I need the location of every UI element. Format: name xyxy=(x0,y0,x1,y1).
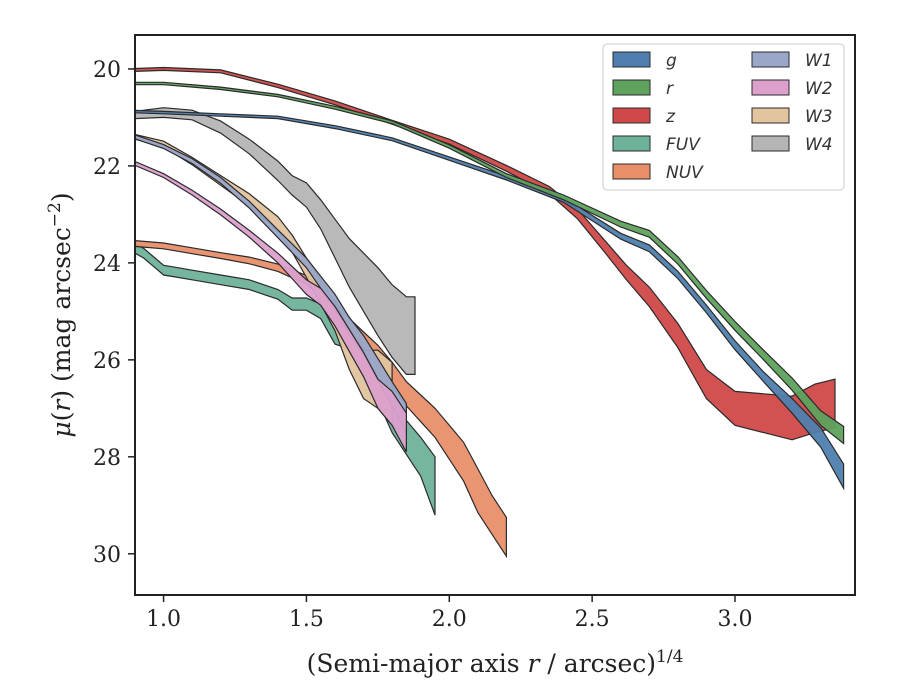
legend-swatch-z xyxy=(612,107,651,124)
y-tick-label: 20 xyxy=(93,58,121,83)
legend-swatch-w3 xyxy=(751,107,790,124)
legend-label-w1: W1 xyxy=(805,51,833,71)
legend-swatch-fuv xyxy=(612,135,651,152)
y-tick-label: 28 xyxy=(93,446,121,471)
y-axis-label: μ(r) (mag arcsec−2) xyxy=(45,192,76,437)
x-axis-label: (Semi-major axis r / arcsec)1/4 xyxy=(307,647,684,678)
y-tick-label: 22 xyxy=(93,155,121,180)
legend-swatch-nuv xyxy=(612,163,651,180)
legend-label-w4: W4 xyxy=(805,135,833,155)
y-tick-label: 24 xyxy=(93,252,121,277)
legend-swatch-w1 xyxy=(751,51,790,68)
legend-label-r: r xyxy=(666,79,674,99)
y-tick-label: 26 xyxy=(93,349,121,374)
plot-frame xyxy=(134,34,856,596)
band-w4 xyxy=(134,107,416,375)
band-r xyxy=(134,81,845,445)
x-tick-label: 2.5 xyxy=(575,607,610,632)
band-g xyxy=(134,109,845,491)
legend-label-g: g xyxy=(666,51,677,71)
legend-label-nuv: NUV xyxy=(666,163,704,183)
legend: grz FUV NUV W1 W2 W3 W4 xyxy=(602,43,845,191)
legend-swatch-r xyxy=(612,79,651,96)
y-tick-label: 30 xyxy=(93,543,121,568)
legend-label-w3: W3 xyxy=(805,107,833,127)
legend-swatch-w4 xyxy=(751,135,790,152)
axis-ticks: 1.0 1.5 2.0 2.5 3.0 20 22 24 26 28 30 xyxy=(93,58,753,632)
x-tick-label: 3.0 xyxy=(718,607,753,632)
x-tick-label: 1.5 xyxy=(289,607,324,632)
legend-swatch-w2 xyxy=(751,79,790,96)
legend-label-z: z xyxy=(665,107,676,127)
profile-bands xyxy=(134,66,845,559)
band-w2 xyxy=(134,160,407,453)
legend-label-fuv: FUV xyxy=(666,135,701,155)
x-tick-label: 1.0 xyxy=(146,607,181,632)
x-tick-label: 2.0 xyxy=(432,607,467,632)
legend-label-w2: W2 xyxy=(805,79,833,99)
legend-swatch-g xyxy=(612,51,651,68)
